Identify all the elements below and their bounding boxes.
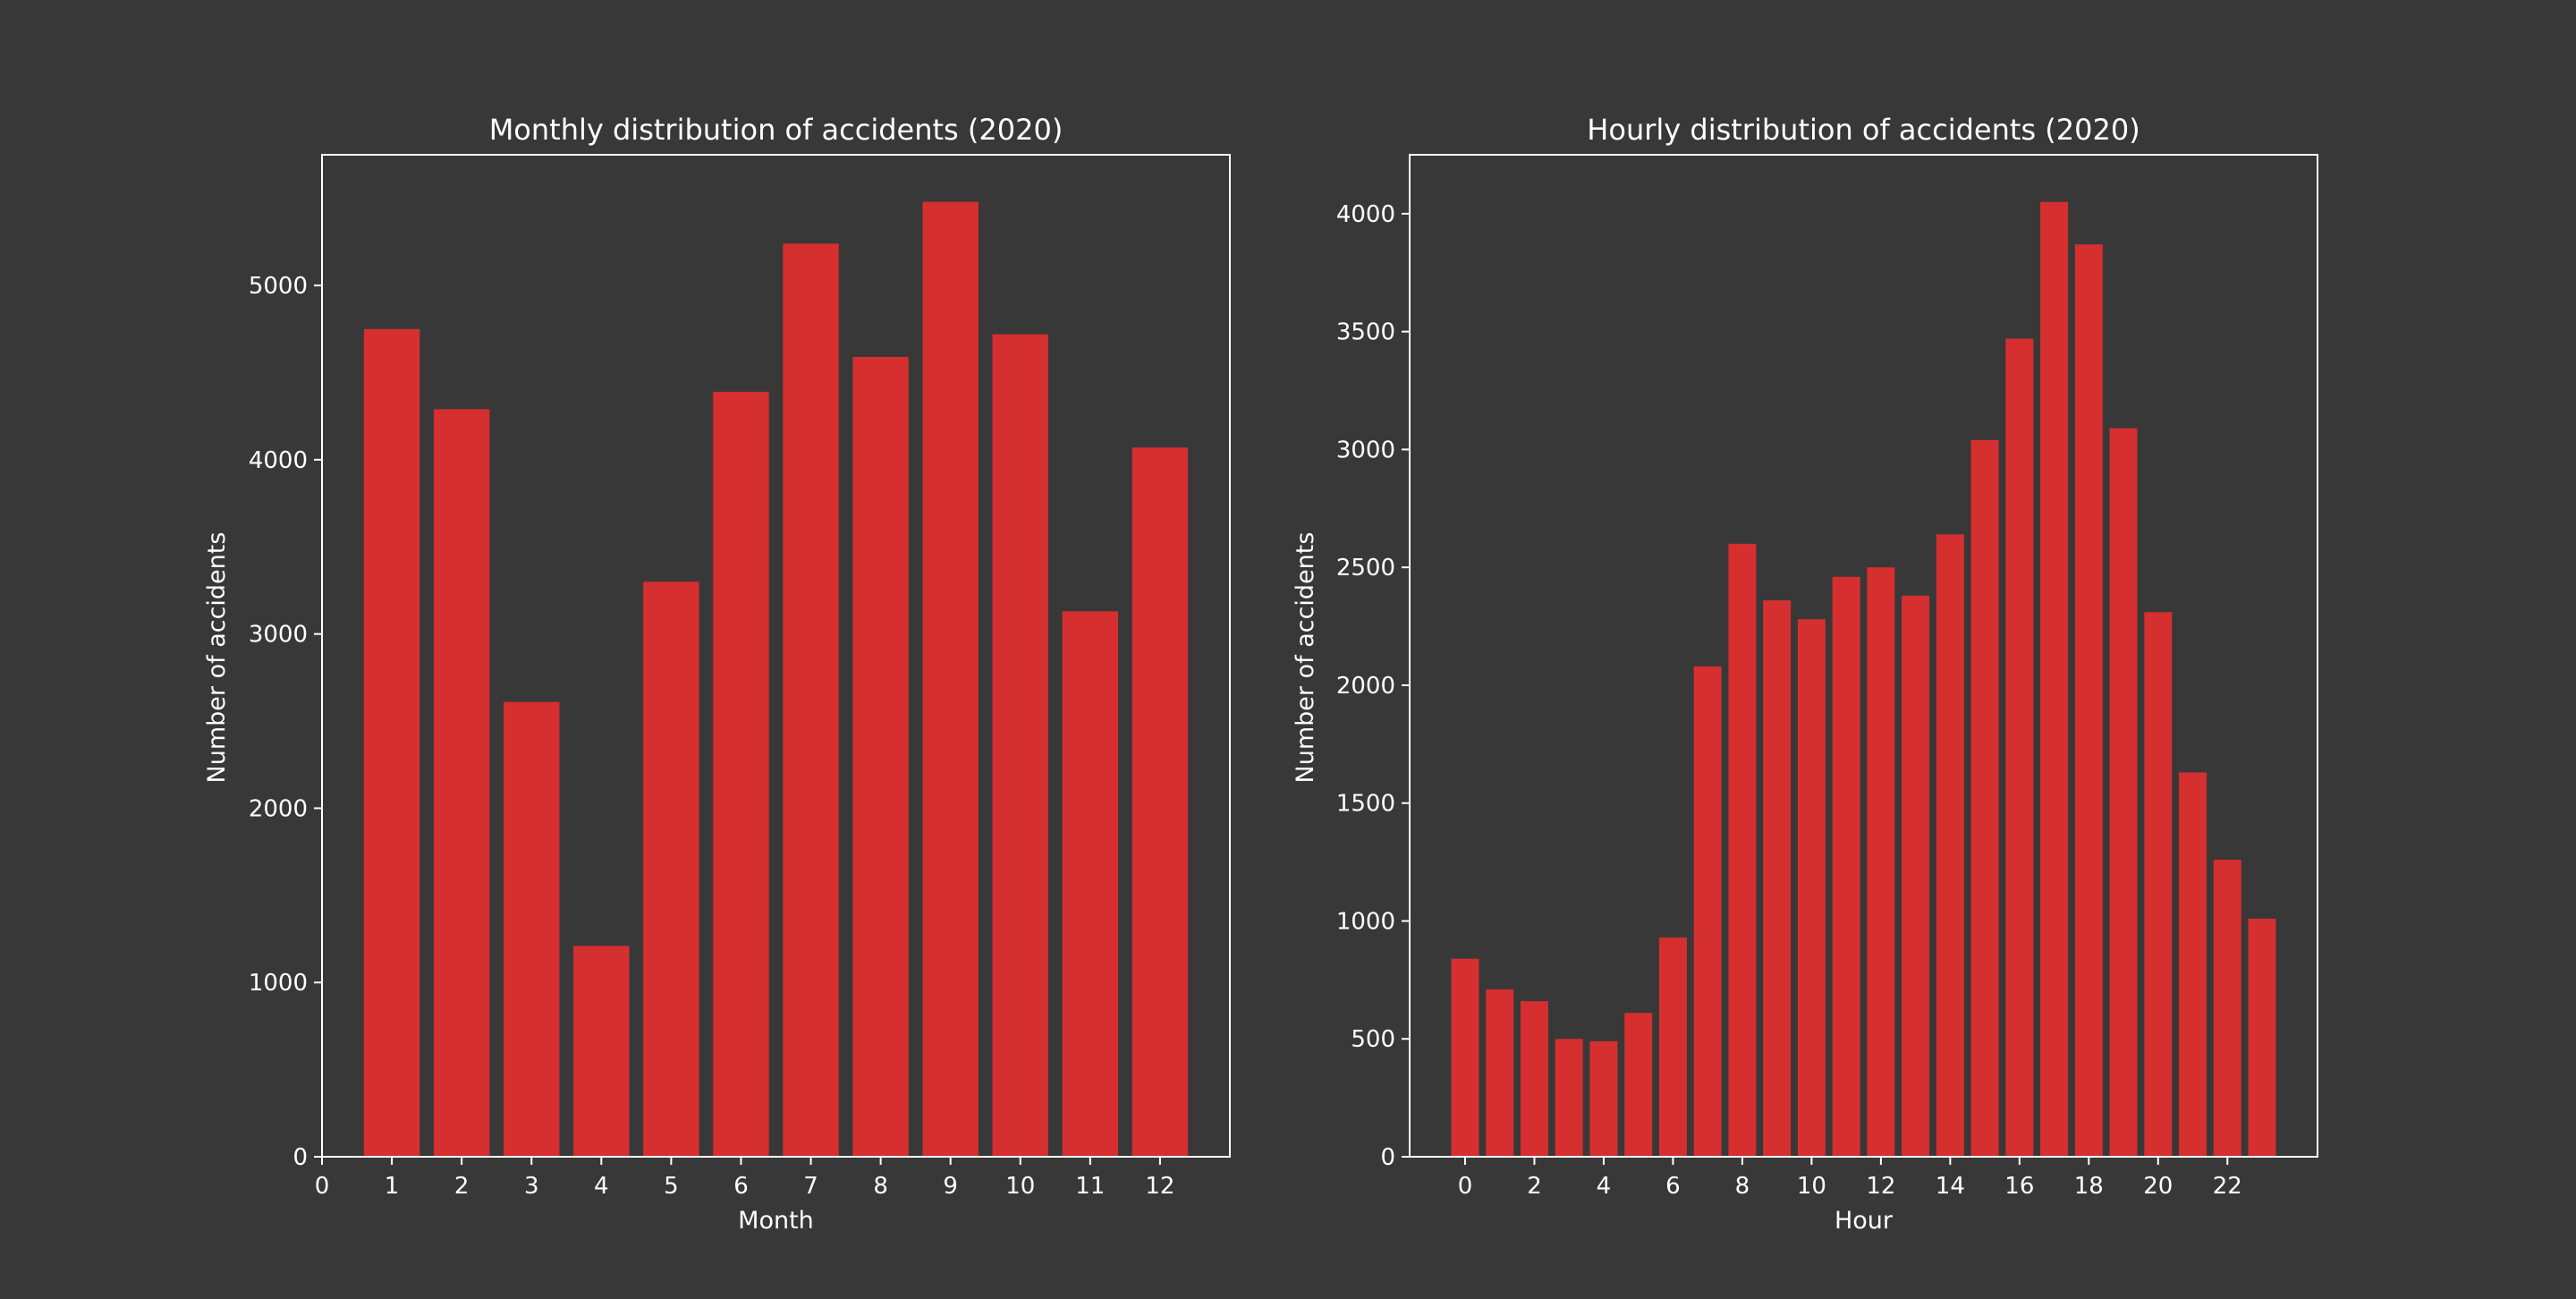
x-tick-label: 3 <box>524 1173 539 1200</box>
y-tick-label: 3000 <box>1336 437 1395 463</box>
monthly-accidents-chart: Monthly distribution of accidents (2020)… <box>203 113 1231 1235</box>
bar-7 <box>783 243 839 1158</box>
bar-1 <box>363 328 420 1157</box>
bar-22 <box>2213 859 2241 1157</box>
bar-18 <box>2074 244 2103 1157</box>
x-tick-label: 4 <box>594 1173 609 1200</box>
x-tick-label: 0 <box>1458 1173 1473 1200</box>
bar-10 <box>992 334 1048 1157</box>
x-tick-label: 22 <box>2213 1173 2242 1200</box>
bar-19 <box>2109 428 2138 1157</box>
bar-15 <box>1970 439 1999 1157</box>
bar-3 <box>504 701 560 1157</box>
bar-13 <box>1902 595 1930 1157</box>
x-tick-label: 18 <box>2074 1173 2104 1200</box>
x-tick-label: 8 <box>873 1173 888 1200</box>
x-tick-label: 4 <box>1597 1173 1612 1200</box>
y-tick-label: 0 <box>1380 1144 1395 1171</box>
x-tick-label: 16 <box>2004 1173 2034 1200</box>
bar-6 <box>713 391 769 1157</box>
bar-12 <box>1131 447 1189 1158</box>
x-axis-label: Month <box>738 1207 814 1235</box>
bar-20 <box>2144 612 2173 1157</box>
bar-12 <box>1867 567 1895 1157</box>
bar-0 <box>1451 958 1479 1157</box>
bar-9 <box>1763 600 1792 1157</box>
y-axis-label: Number of accidents <box>1292 532 1319 784</box>
chart-title: Hourly distribution of accidents (2020) <box>1587 113 2140 147</box>
chart-title: Monthly distribution of accidents (2020) <box>489 113 1063 147</box>
bar-5 <box>1624 1013 1653 1157</box>
y-tick-label: 1000 <box>249 970 308 997</box>
bar-5 <box>643 582 699 1157</box>
x-tick-label: 0 <box>315 1173 330 1200</box>
y-axis-label: Number of accidents <box>203 532 231 784</box>
bar-6 <box>1658 937 1687 1157</box>
y-tick-label: 2000 <box>1336 673 1395 700</box>
y-tick-label: 3500 <box>1336 319 1395 346</box>
bar-3 <box>1555 1039 1583 1157</box>
y-tick-label: 2500 <box>1336 555 1395 582</box>
bar-2 <box>433 409 490 1157</box>
y-tick-label: 1500 <box>1336 791 1395 818</box>
x-tick-label: 2 <box>1527 1173 1542 1200</box>
x-tick-label: 7 <box>803 1173 818 1200</box>
x-tick-label: 6 <box>733 1173 749 1200</box>
x-tick-label: 5 <box>664 1173 679 1200</box>
bar-16 <box>2005 338 2034 1157</box>
y-tick-label: 4000 <box>249 447 308 474</box>
x-tick-label: 12 <box>1866 1173 1895 1200</box>
x-tick-label: 10 <box>1005 1173 1035 1200</box>
y-tick-label: 5000 <box>249 273 308 300</box>
x-tick-label: 12 <box>1145 1173 1174 1200</box>
x-tick-label: 1 <box>385 1173 400 1200</box>
x-axis-label: Hour <box>1835 1207 1894 1235</box>
bar-4 <box>573 946 630 1157</box>
bar-17 <box>2040 201 2069 1158</box>
x-tick-label: 8 <box>1735 1173 1750 1200</box>
x-tick-label: 9 <box>943 1173 958 1200</box>
plot-frame <box>1409 154 2318 1158</box>
bar-10 <box>1797 619 1826 1157</box>
x-tick-label: 11 <box>1075 1173 1105 1200</box>
x-tick-label: 2 <box>454 1173 470 1200</box>
y-tick-label: 500 <box>1351 1026 1395 1053</box>
bar-14 <box>1936 534 1964 1157</box>
bar-7 <box>1693 666 1722 1157</box>
x-tick-label: 6 <box>1665 1173 1681 1200</box>
bar-11 <box>1832 576 1860 1157</box>
hourly-accidents-chart: Hourly distribution of accidents (2020) … <box>1292 113 2318 1235</box>
bar-21 <box>2179 772 2207 1157</box>
x-tick-label: 20 <box>2143 1173 2173 1200</box>
y-tick-label: 0 <box>292 1144 308 1171</box>
bar-1 <box>1486 989 1514 1157</box>
y-tick-label: 4000 <box>1336 201 1395 228</box>
bar-9 <box>922 201 979 1158</box>
plot-frame <box>321 154 1231 1158</box>
bar-4 <box>1589 1040 1618 1157</box>
bar-11 <box>1062 611 1119 1157</box>
bar-8 <box>1728 543 1757 1157</box>
y-tick-label: 2000 <box>249 795 308 822</box>
x-tick-label: 10 <box>1797 1173 1826 1200</box>
bar-8 <box>852 356 909 1157</box>
y-tick-label: 3000 <box>249 622 308 649</box>
y-tick-label: 1000 <box>1336 908 1395 935</box>
bar-2 <box>1520 1001 1548 1157</box>
bar-23 <box>2248 918 2276 1157</box>
x-tick-label: 14 <box>1936 1173 1965 1200</box>
